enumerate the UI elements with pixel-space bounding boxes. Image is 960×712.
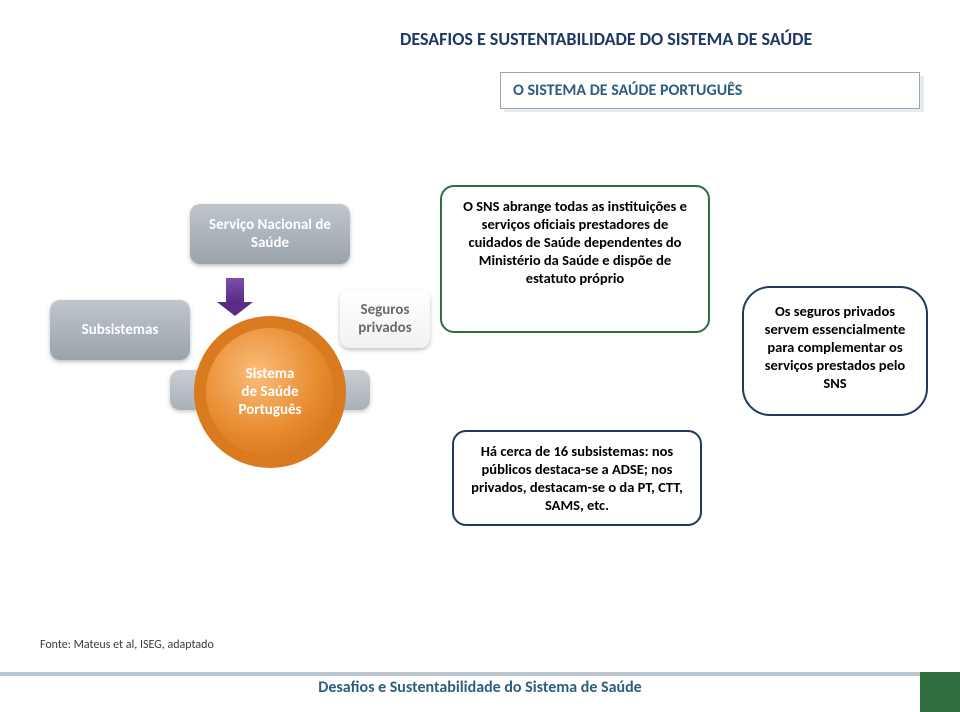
header: DESAFIOS E SUSTENTABILIDADE DO SISTEMA D… [400, 28, 920, 50]
slide: DESAFIOS E SUSTENTABILIDADE DO SISTEMA D… [0, 0, 960, 712]
source-citation: Fonte: Mateus et al, ISEG, adaptado [40, 638, 214, 652]
footer-accent [920, 672, 960, 712]
bubble-seguros: Os seguros privados servem essencialment… [742, 286, 928, 416]
sns-box: Serviço Nacional de Saúde [190, 204, 350, 264]
sistema-circle: Sistema de Saúde Português [206, 328, 334, 456]
header-title: DESAFIOS E SUSTENTABILIDADE DO SISTEMA D… [400, 28, 920, 50]
arrow-body [226, 278, 244, 302]
footer-rule [0, 672, 960, 676]
callout-sns: O SNS abrange todas as instituições e se… [440, 185, 710, 333]
seguros-box: Seguros privados [340, 290, 430, 348]
footer-title: Desafios e Sustentabilidade do Sistema d… [0, 678, 960, 697]
callout-subsistemas: Há cerca de 16 subsistemas: nos públicos… [452, 430, 702, 526]
subtitle-box: O SISTEMA DE SAÚDE PORTUGUÊS [500, 72, 920, 109]
subsistemas-box: Subsistemas [50, 300, 190, 360]
arrow-head [217, 302, 253, 316]
footer: Desafios e Sustentabilidade do Sistema d… [0, 672, 960, 712]
